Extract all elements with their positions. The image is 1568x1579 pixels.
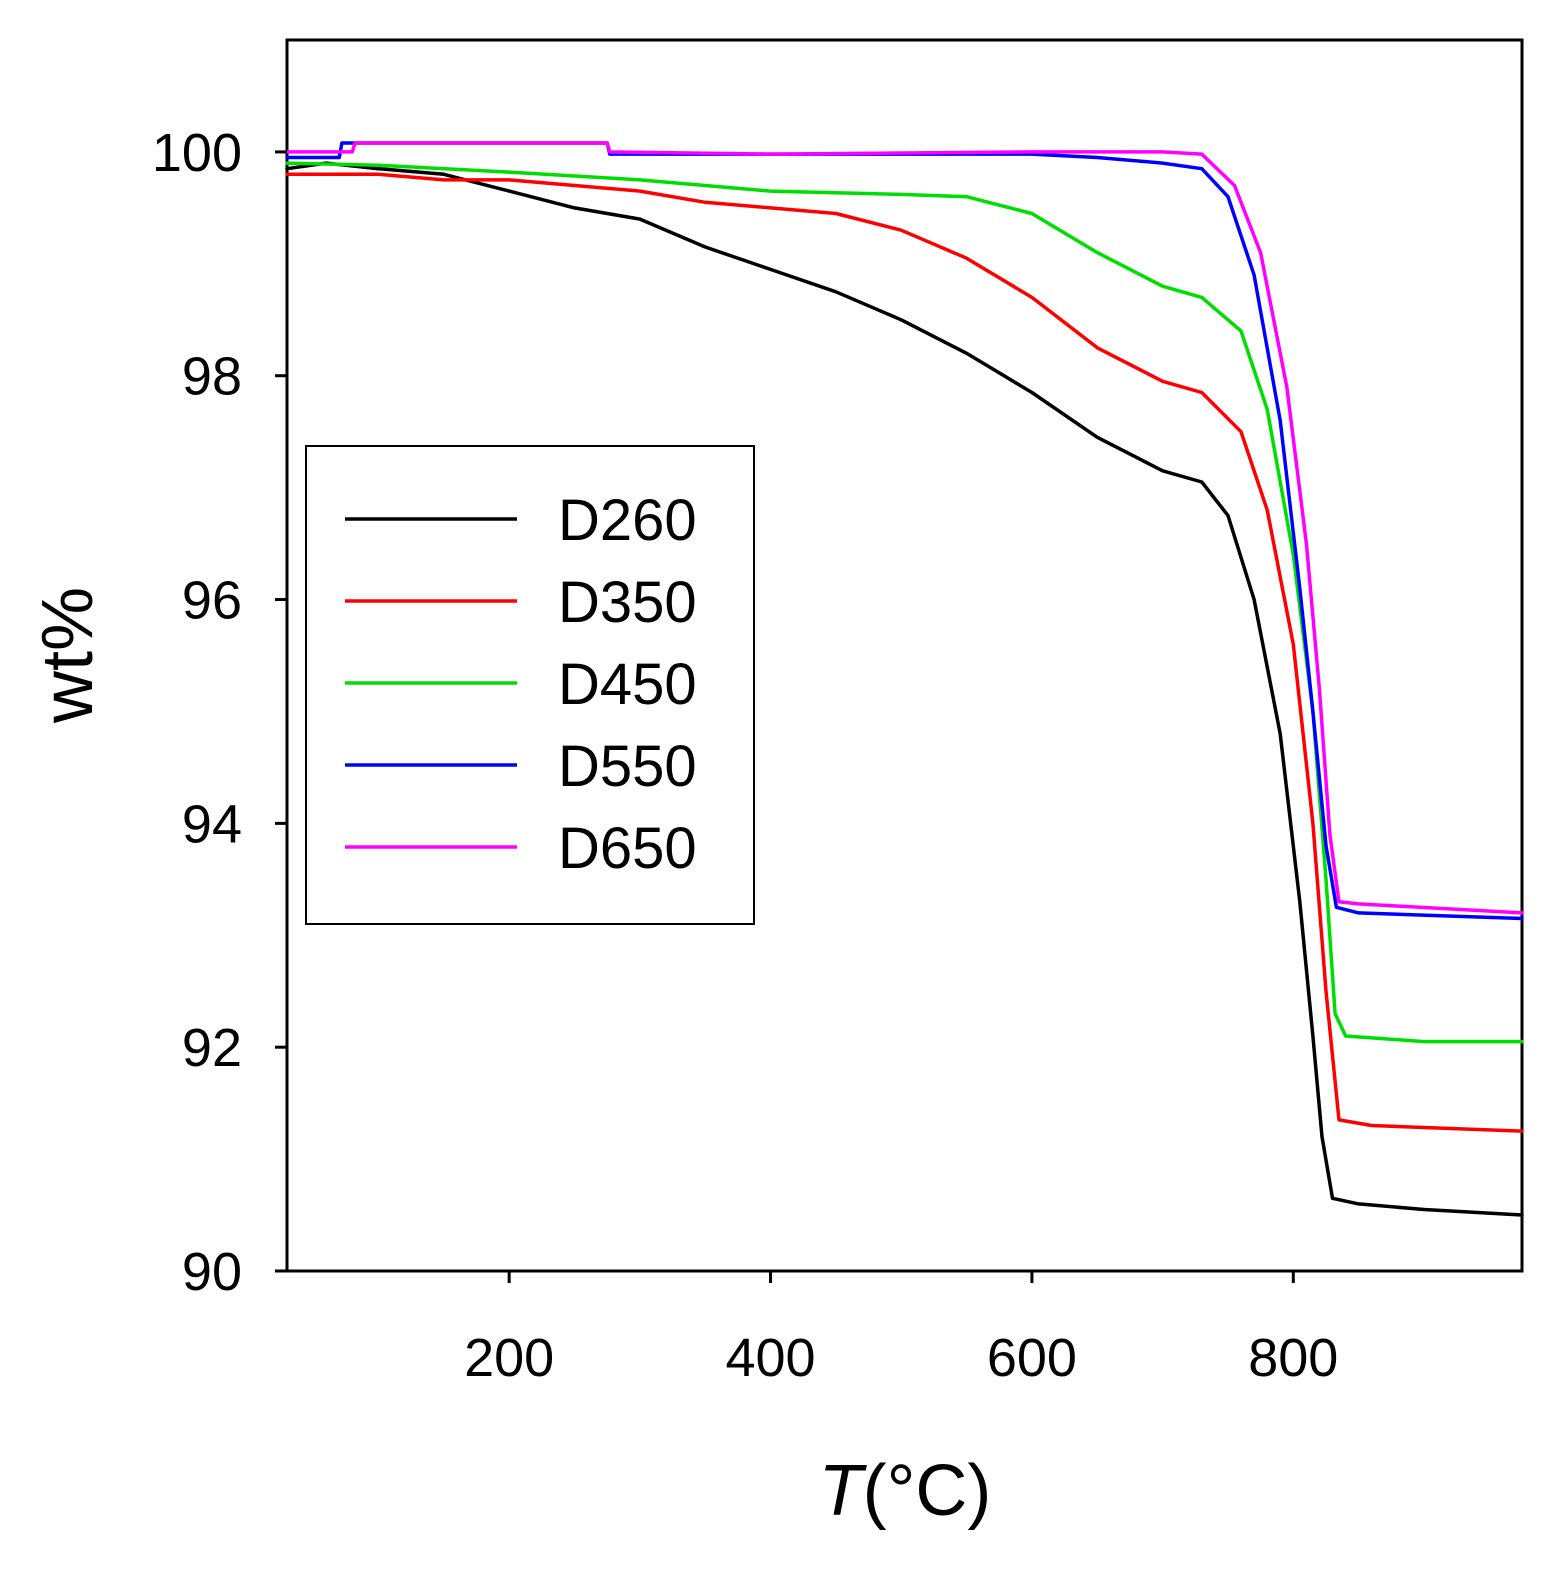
legend-label-d650: D650	[558, 816, 697, 881]
y-tick-label: 96	[182, 571, 242, 631]
legend: D260 D350 D450 D550 D650	[345, 488, 697, 881]
series-line-d350	[285, 172, 1524, 1133]
series-line-d650	[285, 141, 1524, 915]
series-group	[285, 141, 1524, 1217]
legend-label-d350: D350	[558, 570, 697, 635]
legend-label-d550: D550	[558, 734, 697, 799]
x-axis-title: T(°C)	[819, 1451, 992, 1531]
x-tick-label: 400	[725, 1328, 815, 1388]
x-axis-title-variable: T	[819, 1451, 868, 1531]
y-tick-label: 100	[152, 123, 242, 183]
x-tick-label: 800	[1248, 1328, 1338, 1388]
y-axis-title: wt%	[28, 587, 108, 724]
legend-label-d260: D260	[558, 488, 697, 553]
x-axis-title-unit: (°C)	[863, 1451, 992, 1531]
x-tick-label: 200	[464, 1328, 554, 1388]
y-tick-label: 98	[182, 347, 242, 407]
legend-box	[305, 445, 755, 925]
y-tick-label: 90	[182, 1242, 242, 1302]
x-axis-ticks: 200 400 600 800	[464, 1271, 1338, 1388]
x-tick-label: 600	[987, 1328, 1077, 1388]
legend-label-d450: D450	[558, 652, 697, 717]
series-line-d450	[285, 161, 1524, 1044]
series-line-d260	[285, 161, 1524, 1217]
y-tick-label: 92	[182, 1018, 242, 1078]
y-axis-ticks: 90 92 94 96 98 100	[152, 123, 287, 1302]
y-tick-label: 94	[182, 794, 242, 854]
